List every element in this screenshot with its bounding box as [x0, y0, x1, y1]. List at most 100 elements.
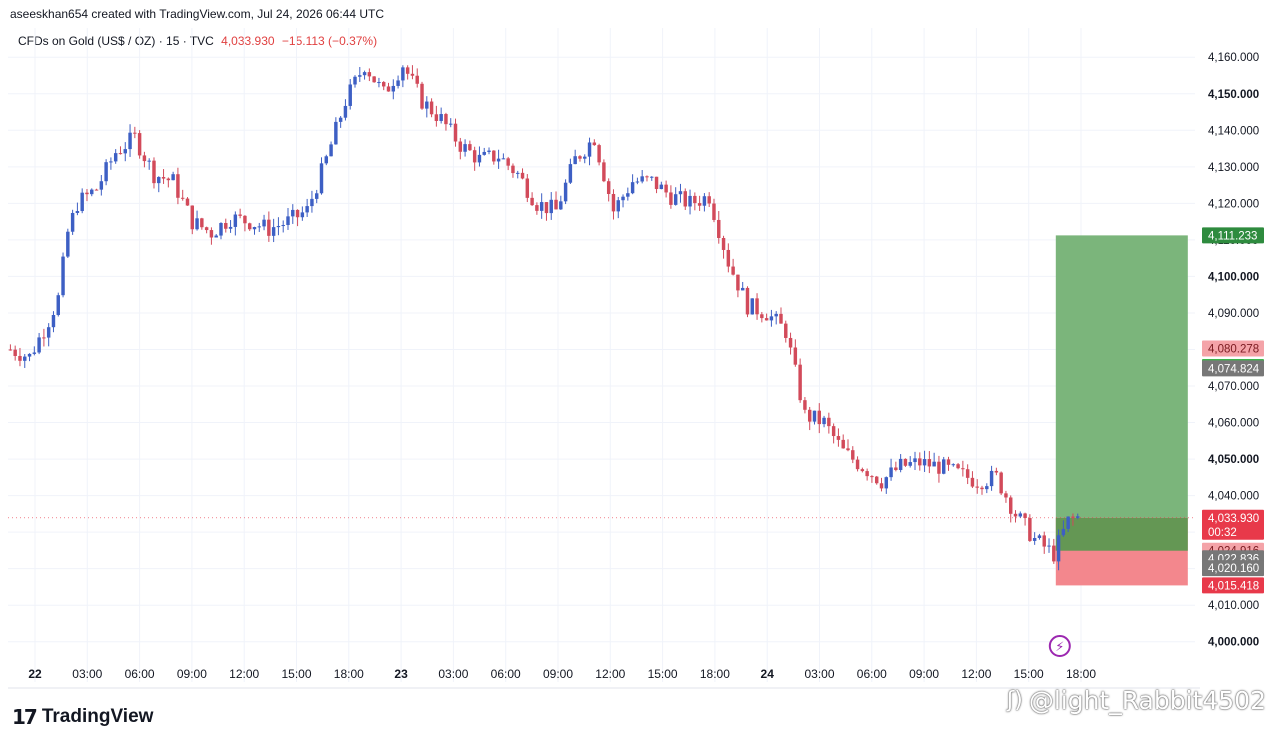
candle [645, 176, 649, 178]
price-label: 4,015.418 [1208, 580, 1259, 592]
candle [989, 470, 994, 487]
candles [8, 65, 1080, 571]
candle [669, 192, 673, 205]
candle [740, 287, 745, 291]
candle [549, 199, 553, 214]
candle [659, 184, 664, 190]
y-tick-label: 4,060.000 [1208, 418, 1259, 430]
candle [731, 266, 735, 275]
y-tick-label: 4,130.000 [1208, 162, 1259, 174]
candle [683, 191, 687, 207]
candle [516, 172, 520, 174]
candle [750, 298, 754, 315]
x-tick-label: 15:00 [1014, 667, 1044, 681]
candle [822, 417, 826, 425]
candle [1066, 516, 1070, 529]
candle [970, 477, 975, 487]
candle [310, 198, 314, 207]
candle [314, 193, 319, 199]
price-label: 4,111.233 [1208, 230, 1257, 242]
candle [66, 231, 70, 257]
candle [1047, 545, 1051, 547]
symbol-legend[interactable]: CFDs on Gold (US$ / OZ) · 15 · TVC 4,033… [18, 34, 377, 48]
candle [764, 318, 769, 321]
candle [1004, 493, 1008, 498]
symbol-name[interactable]: CFDs on Gold (US$ / OZ) · 15 · TVC [18, 34, 214, 48]
price-label-bg [1202, 577, 1264, 594]
candle [142, 155, 147, 162]
candle [774, 313, 778, 317]
candle [362, 72, 367, 76]
candle [559, 201, 563, 210]
candle [544, 202, 549, 214]
x-tick-label: 23 [394, 667, 408, 681]
candle [324, 156, 329, 164]
candle [377, 82, 381, 84]
x-tick-label: 03:00 [438, 667, 468, 681]
candle [1032, 537, 1037, 541]
candle [42, 337, 46, 339]
candle [482, 151, 486, 155]
candle [1071, 516, 1075, 518]
candle [554, 199, 558, 210]
candle [214, 235, 218, 238]
candle [180, 197, 185, 199]
candle [468, 144, 472, 151]
candle [965, 469, 970, 478]
candle [592, 142, 597, 146]
candle [238, 214, 242, 216]
x-tick-label: 12:00 [229, 667, 259, 681]
candle [444, 114, 448, 125]
candle [204, 227, 209, 231]
candle [865, 471, 869, 477]
price-label-countdown: 00:32 [1208, 527, 1237, 539]
y-tick-label: 4,160.000 [1208, 52, 1259, 64]
candle [1052, 545, 1056, 562]
candle [247, 223, 252, 230]
candle [951, 464, 956, 466]
candle [841, 439, 845, 449]
candle [267, 219, 271, 236]
candle [166, 178, 171, 181]
y-tick-label: 4,150.000 [1208, 89, 1259, 101]
event-icon [1048, 635, 1071, 657]
candle [319, 163, 324, 194]
candle [329, 144, 333, 157]
price-label-bg [1202, 360, 1264, 377]
candle [171, 174, 175, 181]
candle [405, 67, 410, 74]
candle [434, 114, 439, 121]
candle [338, 117, 343, 122]
candle [137, 133, 142, 156]
candle [587, 142, 592, 157]
candle [846, 448, 850, 451]
candle [133, 132, 137, 134]
price-label-bg [1202, 340, 1264, 357]
x-tick-label: 24 [761, 667, 775, 681]
y-tick-label: 4,000.000 [1208, 637, 1259, 649]
candle [228, 226, 233, 229]
candle [23, 356, 27, 361]
candle [224, 223, 228, 229]
candle [889, 467, 893, 478]
candle [358, 75, 362, 77]
candle [898, 458, 903, 471]
candle [568, 164, 573, 183]
candle [793, 347, 798, 365]
price-change: −15.113 (−0.37%) [281, 34, 378, 48]
candle [946, 459, 951, 465]
candle [525, 178, 530, 198]
candle [535, 205, 539, 211]
candle [511, 165, 515, 174]
candle [1056, 535, 1061, 562]
y-tick-label: 4,100.000 [1208, 271, 1259, 283]
candle [118, 153, 123, 155]
candle [75, 211, 80, 213]
candle [37, 337, 41, 353]
candle [611, 193, 616, 212]
tradingview-logo[interactable]: 17 TradingView [12, 705, 153, 729]
candle [616, 200, 620, 212]
candle [252, 227, 257, 230]
candle [621, 196, 625, 201]
